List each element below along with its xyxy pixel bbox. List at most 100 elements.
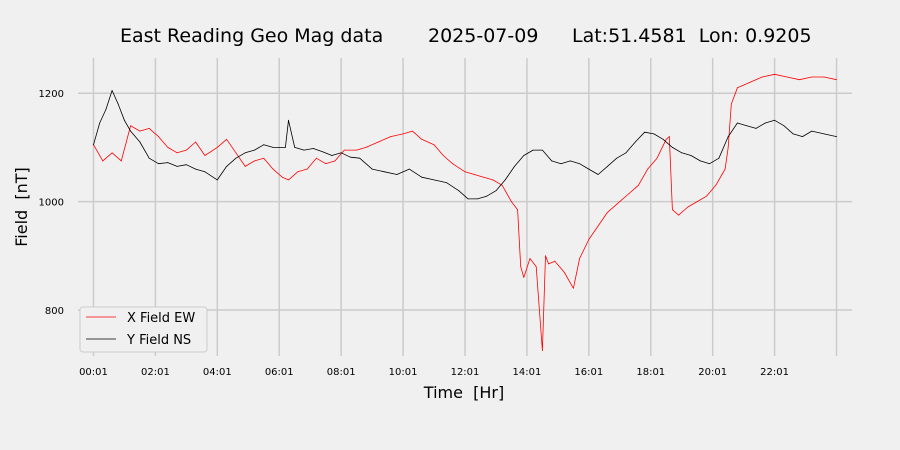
y-field-point — [560, 163, 562, 165]
y-field-point — [312, 148, 314, 149]
x-field-point — [823, 76, 825, 78]
x-tick-label: 06:01 — [265, 367, 294, 378]
y-field-point — [625, 152, 627, 154]
y-field-point — [93, 144, 94, 146]
x-field-point — [511, 201, 512, 202]
y-field-point — [523, 155, 525, 156]
x-field-point — [637, 184, 639, 186]
y-field-point — [117, 103, 119, 105]
x-field-point — [281, 176, 283, 178]
x-field-point — [148, 128, 150, 129]
x-field-point — [535, 266, 537, 267]
y-field-point — [384, 171, 385, 173]
x-field-point — [501, 184, 503, 186]
x-field-point — [727, 147, 729, 148]
y-axis-label: Field [nT] — [12, 167, 31, 247]
x-tick-label: 16:01 — [574, 367, 603, 378]
y-field-point — [662, 138, 664, 140]
x-field-point — [433, 144, 435, 146]
x-tick-label: 22:01 — [760, 367, 789, 378]
x-field-point — [665, 138, 667, 140]
x-field-point — [473, 174, 475, 175]
y-field-point — [294, 147, 296, 148]
y-field-point — [579, 163, 580, 165]
y-field-point — [130, 130, 132, 132]
x-field-point — [647, 168, 649, 170]
x-field-point — [774, 73, 775, 75]
x-field-point — [334, 160, 336, 162]
x-field-point — [297, 171, 299, 173]
y-field-point — [216, 179, 218, 181]
y-field-point — [764, 122, 766, 124]
x-tick-label: 14:01 — [513, 367, 542, 378]
y-field-point — [588, 168, 590, 170]
x-field-point — [176, 152, 178, 154]
y-field-point — [792, 133, 794, 135]
x-field-point — [672, 209, 673, 211]
y-field-point — [607, 165, 608, 167]
y-field-point — [235, 157, 237, 159]
x-field-point — [325, 163, 327, 165]
y-field-point — [408, 168, 410, 170]
x-tick-label: 02:01 — [141, 367, 170, 378]
y-field-point — [244, 152, 246, 154]
y-field-point — [802, 136, 803, 137]
x-tick-label: 04:01 — [203, 367, 232, 378]
x-field-point — [786, 76, 788, 78]
legend-label-y-field: Y Field NS — [126, 333, 191, 348]
x-field-point — [563, 271, 565, 273]
y-field-point — [774, 119, 775, 121]
x-field-point — [656, 157, 658, 159]
y-field-point — [653, 133, 655, 135]
y-field-point — [124, 119, 125, 121]
x-field-point — [529, 258, 531, 259]
chart-title: East Reading Geo Mag data 2025-07-09 Lat… — [120, 25, 812, 47]
x-field-point — [263, 157, 265, 159]
x-field-point — [737, 87, 738, 89]
x-field-point — [483, 176, 484, 178]
x-field-point — [390, 136, 392, 137]
y-field-point — [139, 141, 141, 143]
y-field-point — [176, 165, 178, 167]
y-field-point — [467, 198, 469, 200]
y-field-point — [421, 176, 423, 178]
x-field-point — [523, 277, 525, 278]
y-field-point — [272, 147, 274, 148]
x-field-point — [377, 141, 379, 143]
x-field-point — [288, 179, 289, 181]
legend-box — [79, 306, 208, 353]
y-field-point — [823, 133, 825, 135]
y-field-point — [158, 163, 159, 165]
x-field-point — [244, 165, 246, 167]
x-field-point — [520, 266, 522, 267]
y-field-point — [185, 164, 187, 166]
legend: X Field EW Y Field NS — [79, 306, 208, 353]
y-field-point — [226, 165, 228, 167]
y-field-point — [148, 157, 150, 159]
x-field-point — [343, 149, 345, 151]
y-field-point — [204, 171, 206, 173]
y-field-point — [616, 157, 618, 159]
x-field-point — [798, 79, 800, 81]
x-field-point — [365, 147, 367, 148]
chart-title-location: Lat:51.4581 Lon: 0.9205 — [572, 25, 812, 47]
y-field-point — [504, 179, 506, 181]
y-field-point — [111, 90, 113, 91]
y-field-point — [167, 162, 169, 163]
x-field-point — [678, 214, 680, 216]
y-field-point — [331, 155, 333, 156]
legend-label-x-field: X Field EW — [127, 311, 195, 326]
y-field-point — [737, 122, 738, 124]
x-field-point — [597, 225, 599, 227]
y-field-point — [359, 157, 361, 159]
y-field-point — [727, 136, 729, 137]
y-field-point — [644, 131, 645, 133]
y-field-point — [288, 119, 289, 121]
y-field-point — [446, 182, 447, 184]
y-field-point — [699, 160, 701, 162]
y-field-point — [486, 195, 488, 197]
x-field-point — [464, 171, 466, 173]
x-field-point — [306, 168, 308, 170]
y-field-point — [195, 168, 197, 170]
x-field-point — [730, 103, 732, 105]
